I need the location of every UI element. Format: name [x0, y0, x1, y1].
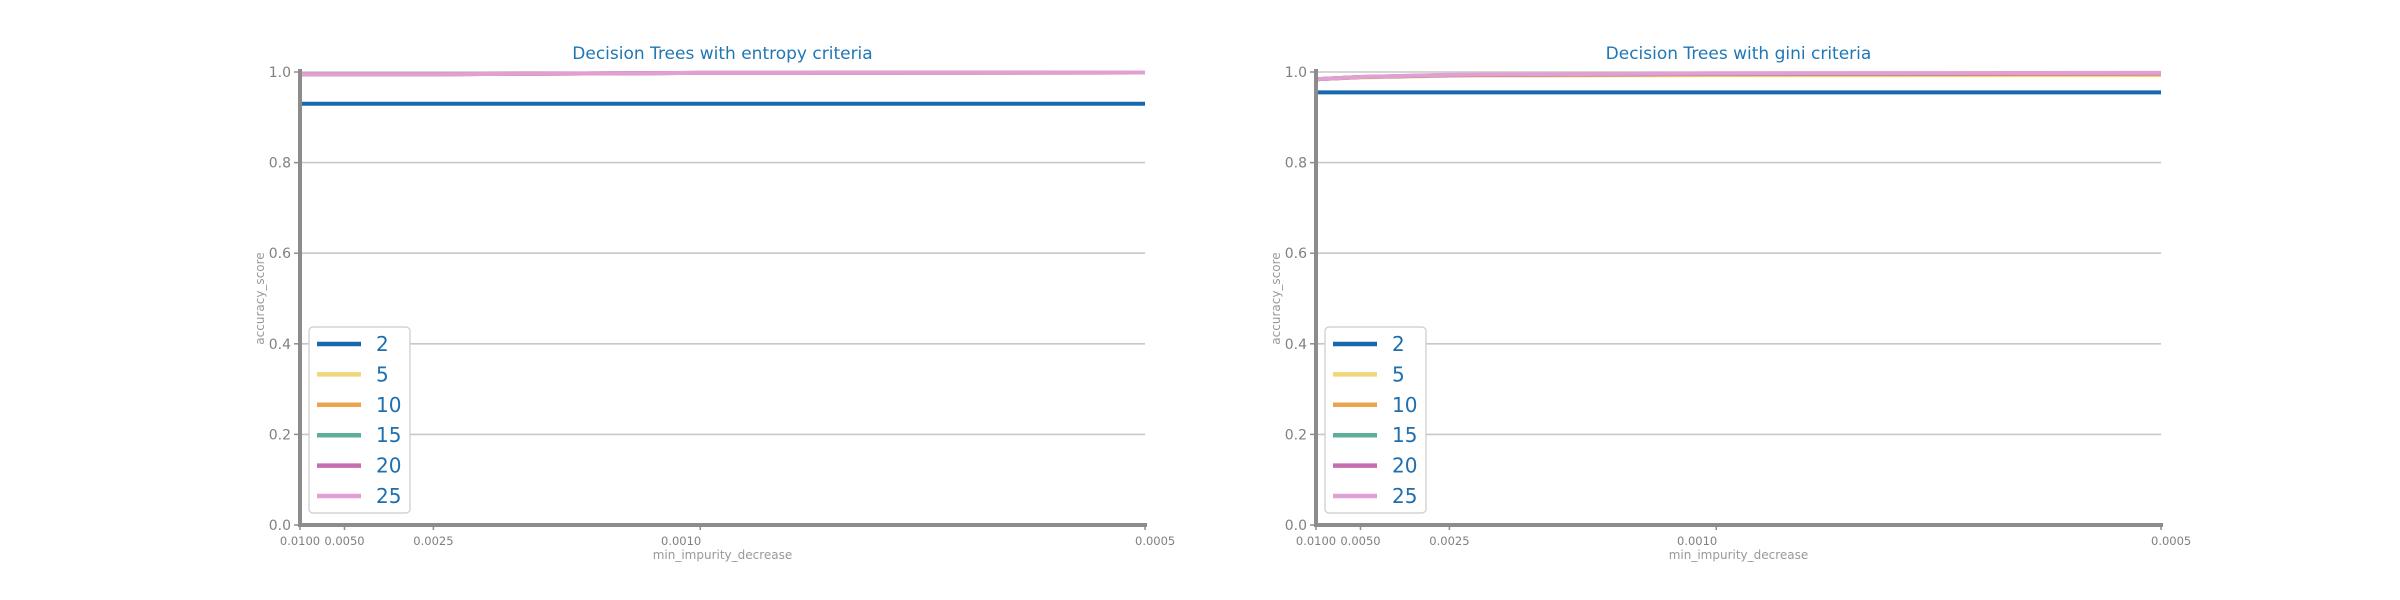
series-line-25	[1315, 70, 2162, 82]
x-tick-label: 0.0100	[280, 534, 320, 548]
y-tick-label: 1.0	[269, 65, 291, 81]
legend-label: 10	[1392, 393, 1417, 417]
x-tick-label: 0.0010	[1677, 534, 1717, 548]
x-tick-label: 0.0025	[413, 534, 453, 548]
y-tick-label: 0.0	[269, 518, 291, 534]
chart-panel-2: Decision Trees with gini criteria 0.0 0.2 0…	[1269, 44, 2191, 562]
legend-item: 2	[1333, 332, 1405, 356]
legend-item: 5	[1333, 362, 1405, 386]
legend-item: 15	[1333, 423, 1417, 447]
y-tick-label: 0.8	[269, 156, 291, 172]
legend-item: 20	[317, 454, 401, 478]
legend-label: 15	[376, 423, 401, 447]
legend-item: 25	[1333, 484, 1417, 508]
y-tick-label: 0.4	[1285, 337, 1307, 353]
legend-label: 20	[376, 454, 401, 478]
x-tick-label: 0.0005	[2151, 534, 2191, 548]
x-axis-label: min_impurity_decrease	[653, 548, 793, 562]
series-lines	[1315, 70, 2162, 95]
legend-item: 20	[1333, 454, 1417, 478]
y-tick-label: 0.6	[1285, 246, 1307, 262]
legend-item: 15	[317, 423, 401, 447]
series-line-25	[300, 70, 1146, 77]
x-tick-label: 0.0025	[1429, 534, 1469, 548]
y-axis-label: accuracy_score	[1269, 252, 1283, 344]
x-tick-label: 0.0100	[1296, 534, 1336, 548]
x-axis-label: min_impurity_decrease	[1669, 548, 1809, 562]
legend-label: 2	[1392, 332, 1405, 356]
legend-label: 5	[376, 362, 389, 386]
y-tick-label: 0.2	[269, 427, 291, 443]
y-tick-label: 0.2	[1285, 427, 1307, 443]
legend-label: 10	[376, 393, 401, 417]
series-lines	[300, 70, 1146, 106]
y-tick-label: 0.8	[1285, 156, 1307, 172]
legend-label: 25	[1392, 484, 1417, 508]
x-tick-label: 0.0050	[324, 534, 364, 548]
y-tick-label: 0.0	[1285, 518, 1307, 534]
chart-panel-1: Decision Trees with entropy criteria0.00…	[253, 44, 1175, 562]
legend-label: 25	[376, 484, 401, 508]
y-tick-label: 1.0	[1285, 65, 1307, 81]
chart-title: Decision Trees with gini criteria	[1606, 44, 1872, 64]
legend-item: 5	[317, 362, 389, 386]
legend-label: 5	[1392, 362, 1405, 386]
x-tick-label: 0.0050	[1340, 534, 1380, 548]
x-tick-label: 0.0005	[1135, 534, 1175, 548]
x-tick-label: 0.0010	[661, 534, 701, 548]
legend-item: 10	[1333, 393, 1417, 417]
y-tick-label: 0.4	[269, 337, 291, 353]
y-tick-label: 0.6	[269, 246, 291, 262]
legend-item: 10	[317, 393, 401, 417]
chart-title: Decision Trees with entropy criteria	[572, 44, 872, 64]
legend-item: 25	[317, 484, 401, 508]
legend-item: 2	[317, 332, 389, 356]
legend-label: 20	[1392, 454, 1417, 478]
legend-label: 2	[376, 332, 389, 356]
y-axis-label: accuracy_score	[253, 252, 267, 344]
legend-label: 15	[1392, 423, 1417, 447]
